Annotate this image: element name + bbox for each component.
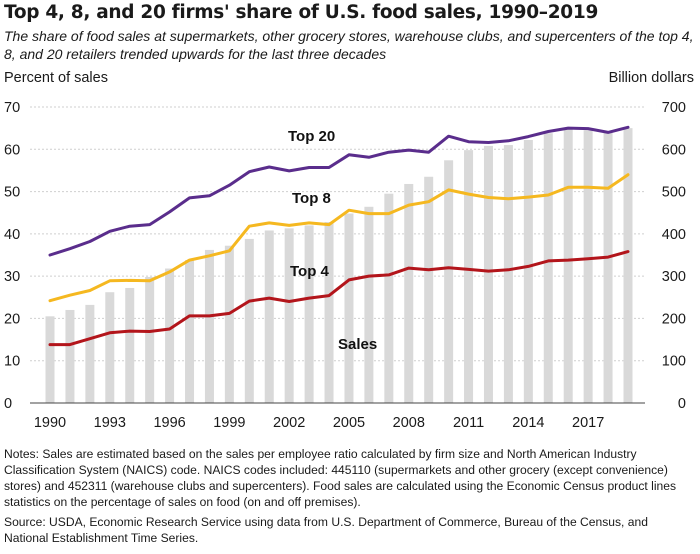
sales-bar: [204, 249, 214, 403]
chart-title: Top 4, 8, and 20 firms' share of U.S. fo…: [4, 2, 599, 23]
x-tick-label: 2011: [453, 415, 484, 431]
x-tick-label: 1999: [213, 415, 245, 431]
sales-bar: [424, 176, 434, 403]
sales-bar: [244, 238, 254, 403]
sales-bar: [464, 150, 474, 403]
left-tick-label: 60: [4, 142, 20, 158]
chart: 0 0 10 100 20 200 30 300 40 400 50 500 60 600 70 700 199…: [4, 70, 694, 431]
sales-bar: [503, 145, 513, 404]
right-tick-label: 600: [662, 142, 686, 158]
right-tick-label: 300: [662, 269, 686, 285]
x-tick-label: 1993: [94, 415, 126, 431]
sales-bar: [105, 292, 115, 403]
left-axis-label: Percent of sales: [4, 70, 108, 86]
left-tick-label: 10: [4, 354, 20, 370]
sales-bar: [344, 213, 354, 403]
series-line-top8: [48, 173, 630, 303]
chart-notes: Notes: Sales are estimated based on the …: [4, 447, 677, 509]
left-tick-label: 40: [4, 227, 20, 243]
chart-source: Source: USDA, Economic Research Service …: [4, 515, 648, 545]
sales-bar: [224, 245, 234, 403]
sales-bar: [304, 225, 314, 403]
series-line-top4: [48, 250, 630, 347]
x-tick-label: 1996: [153, 415, 185, 431]
sales-bar: [65, 309, 75, 403]
sales-bar: [364, 206, 374, 403]
sales-bar: [444, 160, 454, 403]
sales-bar: [603, 131, 613, 404]
right-tick-label: 500: [662, 185, 686, 201]
series-label-top8: Top 8: [292, 190, 331, 207]
series-label-sales: Sales: [338, 336, 377, 353]
sales-bar: [185, 260, 195, 403]
series-label-top4: Top 4: [290, 263, 330, 280]
sales-bar: [384, 193, 394, 403]
right-tick-label: 100: [662, 354, 686, 370]
right-tick-label: 0: [678, 396, 686, 412]
sales-bar: [125, 287, 135, 403]
x-tick-label: 2017: [572, 415, 604, 431]
sales-bar: [165, 268, 175, 403]
gridlines: [30, 106, 645, 362]
right-axis-label: Billion dollars: [609, 70, 694, 86]
right-tick-label: 400: [662, 227, 686, 243]
sales-bar: [483, 145, 493, 403]
x-tick-label: 2005: [333, 415, 365, 431]
x-tick-label: 2014: [512, 415, 544, 431]
chart-subtitle: The share of food sales at supermarkets,…: [4, 28, 694, 62]
x-tick-label: 2002: [273, 415, 305, 431]
sales-bar: [284, 228, 294, 403]
right-tick-label: 700: [662, 100, 686, 116]
right-tick-label: 200: [662, 311, 686, 327]
x-tick-label: 2008: [393, 415, 425, 431]
sales-bar: [523, 139, 533, 404]
sales-bar: [623, 128, 633, 403]
axes: 0 0 10 100 20 200 30 300 40 400 50 500 60 600 70 700 199…: [4, 100, 686, 431]
series-lines: [48, 125, 630, 347]
left-tick-label: 20: [4, 311, 20, 327]
left-tick-label: 0: [4, 396, 12, 412]
sales-bar: [264, 230, 274, 403]
series-line-top20: [48, 125, 630, 257]
sales-bar: [543, 133, 553, 403]
sales-bars: [45, 128, 633, 404]
sales-bar: [45, 316, 55, 403]
sales-bar: [85, 304, 95, 403]
sales-bar: [583, 130, 593, 403]
left-tick-label: 30: [4, 269, 20, 285]
sales-bar: [563, 128, 573, 403]
left-tick-label: 70: [4, 100, 20, 116]
sales-bar: [145, 276, 155, 403]
x-tick-label: 1990: [34, 415, 66, 431]
sales-bar: [324, 222, 334, 403]
left-tick-label: 50: [4, 185, 20, 201]
sales-bar: [404, 183, 414, 403]
series-label-top20: Top 20: [288, 128, 335, 145]
